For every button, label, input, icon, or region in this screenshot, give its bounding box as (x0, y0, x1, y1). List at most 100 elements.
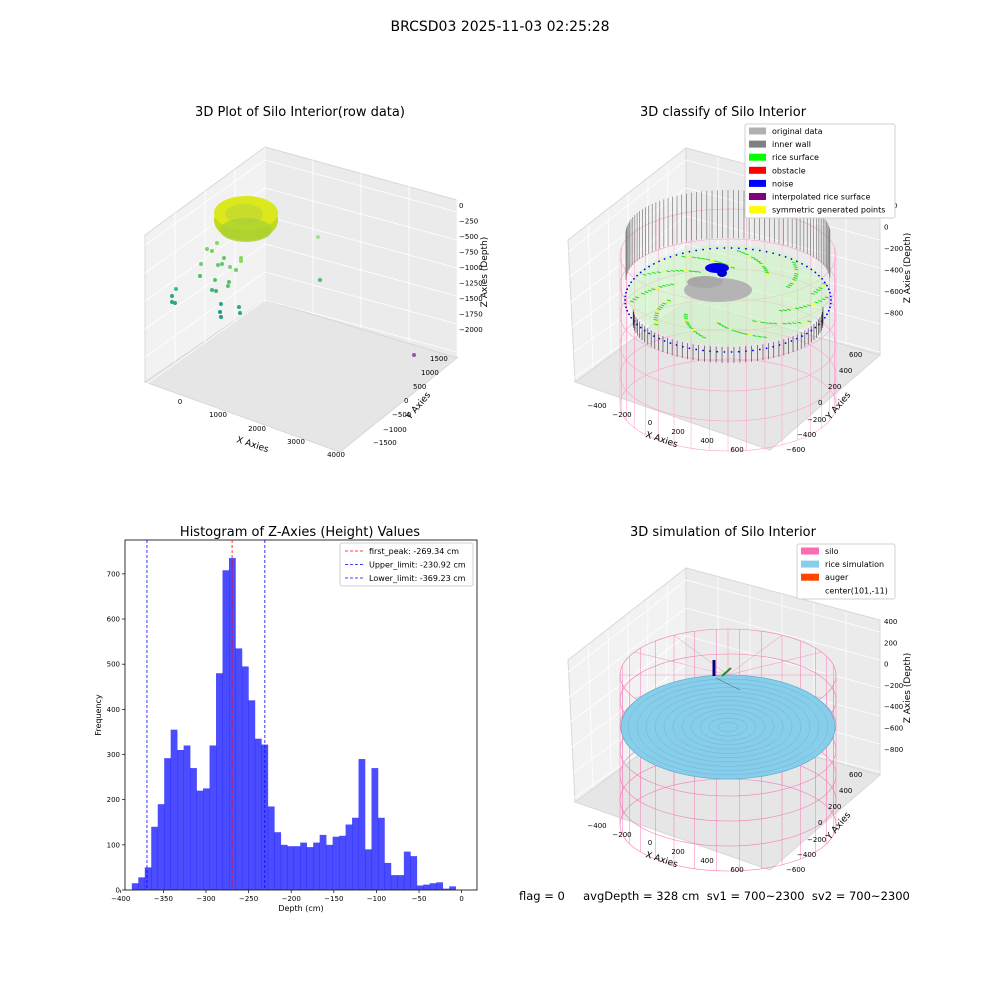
raw-z-axis-label: Z Axies (Depth) (480, 237, 490, 308)
raw-data-point (174, 287, 178, 291)
histogram-y-tick-label: 100 (107, 841, 120, 849)
classify-legend-swatch (749, 140, 766, 148)
classify-z-tick-label: 0 (884, 224, 888, 232)
raw-data-point (226, 284, 230, 288)
classify-z-axis-label: Z Axies (Depth) (903, 233, 913, 304)
raw-data-point (198, 274, 202, 278)
histogram-bar (319, 834, 327, 890)
histogram-bar (345, 824, 353, 890)
raw-floor-pane (143, 299, 459, 453)
classify-legend: original data inner wall rice surface obsta… (744, 123, 896, 219)
histogram-bar (326, 844, 333, 890)
raw-data-point (210, 288, 214, 292)
histogram-x-axis-label: Depth (cm) (278, 904, 323, 913)
raw-y-tick-label: −1500 (373, 439, 397, 447)
raw-z-tick-label: −1750 (459, 311, 483, 319)
status-text: flag = 0 avgDepth = 328 cm sv1 = 700~230… (519, 889, 910, 903)
simulation-z-tick-label: 0 (884, 661, 888, 669)
raw-data-point (218, 310, 222, 314)
histogram-y-tick-label: 700 (107, 570, 120, 578)
classify-x-tick-label: −400 (587, 402, 606, 410)
classify-legend-label: original data (772, 127, 823, 136)
classify-legend-label: symmetric generated points (772, 206, 885, 215)
histogram-bar (177, 750, 184, 890)
classify-legend-label: obstacle (772, 166, 806, 175)
raw-data-point (239, 256, 243, 260)
histogram-bar (449, 886, 456, 890)
histogram-bar (190, 768, 197, 890)
classify-legend-swatch (749, 127, 766, 135)
simulation-y-tick-label: 600 (849, 771, 862, 779)
classify-y-tick-label: −600 (786, 446, 805, 454)
histogram-x-tick-label: −400 (111, 895, 130, 903)
classify-y-tick-label: −400 (797, 431, 816, 439)
raw-data-point (199, 262, 203, 266)
histogram-bar (151, 826, 159, 890)
histogram-legend-label: Upper_limit: -230.92 cm (369, 561, 466, 570)
histogram-bar (267, 806, 275, 890)
histogram-bar (241, 666, 249, 890)
raw-data-point (412, 353, 416, 357)
classify-x-tick-label: −200 (612, 411, 631, 419)
classify-legend-label: inner wall (772, 140, 811, 149)
raw-data-point (173, 301, 177, 305)
raw-z-tick-label: −250 (459, 218, 478, 226)
raw-data-point (170, 294, 174, 298)
histogram-bar (170, 729, 178, 890)
histogram-x-tick-label: −150 (324, 895, 343, 903)
raw-data-point (316, 235, 320, 239)
simulation-x-tick-label: 400 (700, 857, 713, 865)
classify-legend-label: rice surface (772, 153, 819, 162)
histogram-bar (280, 844, 288, 890)
raw-y-tick-label: 0 (404, 397, 408, 405)
raw-data-point (222, 256, 226, 260)
raw-z-tick-label: −750 (459, 249, 478, 257)
raw-data-point (219, 315, 223, 319)
histogram-bar (216, 673, 223, 890)
raw-z-tick-label: −1000 (459, 264, 483, 272)
histogram-bar (222, 570, 230, 890)
classify-z-tick-label: −800 (884, 310, 903, 318)
histogram-bar (397, 875, 405, 890)
raw-x-tick-label: 0 (178, 398, 182, 406)
simulation-z-tick-label: −600 (884, 725, 903, 733)
classify-y-tick-label: 400 (839, 367, 852, 375)
classify-legend-label: interpolated rice surface (772, 193, 870, 202)
histogram-x-tick-label: −250 (239, 895, 258, 903)
raw-data-point (214, 289, 218, 293)
classify-legend-swatch (749, 166, 766, 174)
histogram-legend-label: first_peak: -269.34 cm (369, 547, 459, 556)
classify-y-tick-label: 600 (849, 351, 862, 359)
simulation-x-tick-label: −400 (587, 822, 606, 830)
histogram-y-tick-label: 600 (107, 616, 120, 624)
histogram-panel: Histogram of Z-Axies (Height) Values −40… (94, 525, 478, 913)
raw-data-point (219, 302, 223, 306)
simulation-z-tick-label: 400 (884, 618, 897, 626)
raw-data-point (213, 278, 217, 282)
classify-x-tick-label: 600 (730, 446, 743, 454)
histogram-bar (384, 862, 392, 890)
raw-y-tick-label: 500 (413, 383, 426, 391)
simulation-legend-label: rice simulation (825, 560, 884, 569)
raw-x-tick-label: 3000 (287, 438, 305, 446)
histogram-y-tick-label: 300 (107, 751, 120, 759)
histogram-title: Histogram of Z-Axies (Height) Values (180, 525, 420, 540)
raw-data-point (215, 241, 219, 245)
histogram-bar (138, 877, 146, 890)
raw-z-tick-label: −1250 (459, 280, 483, 288)
simulation-y-tick-label: −600 (786, 866, 805, 874)
histogram-bar (313, 842, 320, 890)
histogram-bar (436, 882, 444, 890)
simulation-legend-label: auger (825, 573, 849, 582)
classify-legend-swatch (749, 153, 766, 161)
simulation-3d-panel: 3D simulation of Silo Interior −400 −200 0… (567, 525, 913, 874)
simulation-y-tick-label: 0 (818, 819, 822, 827)
raw-plot-title: 3D Plot of Silo Interior(row data) (195, 105, 405, 120)
histogram-bar (228, 558, 236, 890)
histogram-y-axis-label: Frequency (94, 694, 103, 736)
classify-x-tick-label: 200 (671, 428, 684, 436)
classify-legend-swatch (749, 193, 766, 200)
simulation-plot-title: 3D simulation of Silo Interior (630, 525, 817, 540)
histogram-bar (131, 883, 139, 890)
